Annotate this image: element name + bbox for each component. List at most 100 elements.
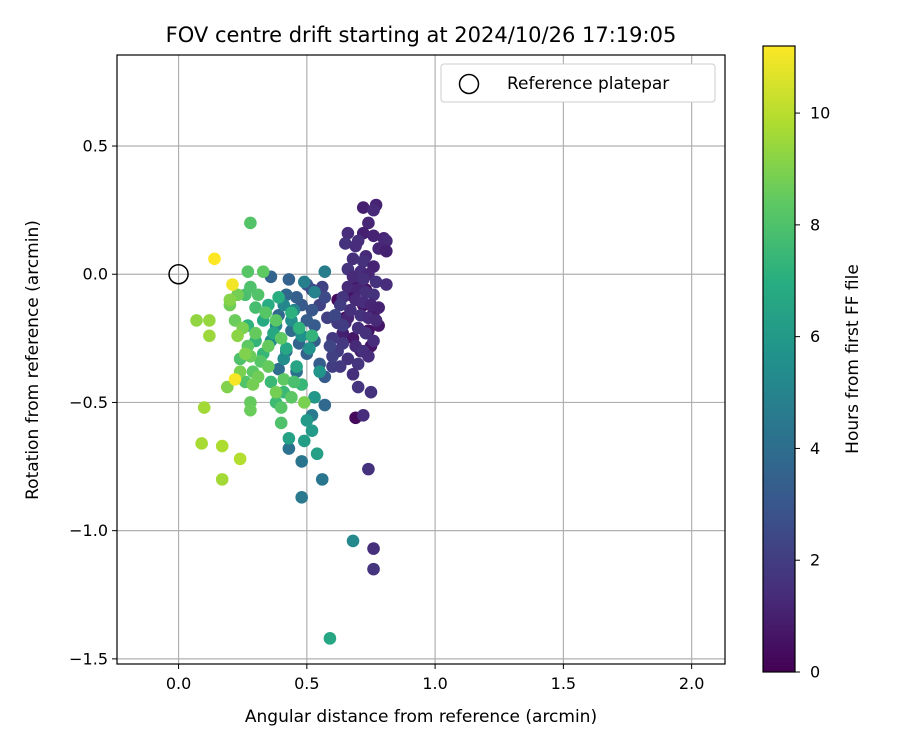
data-point — [274, 332, 288, 345]
data-point — [318, 291, 332, 304]
data-point — [305, 424, 319, 437]
data-point — [362, 349, 375, 363]
data-point — [246, 378, 260, 391]
data-point — [356, 408, 370, 422]
data-point — [351, 380, 365, 394]
data-point — [323, 339, 337, 353]
x-tick-label: 0.5 — [294, 674, 319, 693]
data-point — [351, 357, 365, 371]
plot-frame — [116, 54, 726, 665]
data-point — [282, 273, 296, 286]
y-tick-label: 0.0 — [83, 265, 108, 284]
data-point — [269, 385, 283, 399]
y-tick-label: −1.0 — [69, 521, 108, 540]
legend: Reference platepar — [440, 63, 716, 103]
data-point — [274, 416, 288, 430]
colorbar: 0 2 4 6 8 10 Hours from first FF file — [762, 45, 863, 682]
reference-marker — [168, 263, 189, 285]
data-point — [362, 462, 375, 476]
data-point — [297, 434, 311, 448]
data-point — [282, 442, 296, 455]
data-point — [274, 401, 288, 414]
y-tick-label: −1.5 — [69, 649, 108, 668]
data-point — [367, 562, 380, 576]
x-tick-label: 1.5 — [551, 674, 576, 693]
data-point — [290, 360, 303, 373]
data-point — [269, 314, 283, 327]
data-point — [259, 306, 273, 320]
data-point — [244, 216, 257, 230]
data-point — [369, 275, 383, 289]
data-point — [290, 291, 303, 304]
data-point — [262, 339, 275, 353]
colorbar-label: Hours from first FF file — [843, 264, 863, 454]
colorbar-tick-label: 0 — [810, 663, 820, 682]
x-tick-label: 1.0 — [422, 674, 447, 693]
data-point — [203, 314, 216, 327]
data-point — [249, 326, 262, 340]
data-point — [339, 237, 352, 250]
data-point — [228, 373, 242, 386]
data-point — [308, 285, 321, 299]
data-point — [323, 632, 337, 645]
y-tick-label: −0.5 — [69, 393, 108, 412]
data-point — [367, 229, 380, 243]
data-point — [226, 278, 239, 291]
data-point — [249, 301, 262, 314]
data-point — [238, 347, 252, 361]
colorbar-tick-label: 6 — [810, 327, 820, 346]
data-point — [346, 252, 360, 266]
data-point — [233, 452, 247, 466]
data-point — [349, 239, 362, 253]
colorbar-tick-label: 10 — [810, 104, 830, 123]
data-point — [241, 265, 255, 278]
data-point — [380, 278, 393, 291]
grid — [117, 55, 725, 664]
data-point — [356, 273, 370, 286]
chart-title: FOV centre drift starting at 2024/10/26 … — [166, 23, 677, 47]
data-point — [231, 329, 244, 343]
data-point — [308, 391, 321, 404]
x-axis-label: Angular distance from reference (arcmin) — [245, 707, 597, 727]
data-point — [215, 473, 229, 486]
data-point — [203, 329, 216, 343]
data-point — [295, 491, 309, 504]
data-point — [297, 275, 311, 289]
data-point — [356, 255, 370, 268]
data-point — [244, 280, 257, 294]
data-point — [356, 201, 370, 214]
data-point — [280, 342, 293, 355]
data-point — [228, 314, 242, 327]
data-point — [367, 288, 380, 302]
data-point — [344, 303, 357, 317]
data-point — [190, 314, 203, 327]
data-point — [326, 349, 339, 363]
x-tick-label: 0.0 — [166, 674, 191, 693]
y-axis-ticks: 0.5 0.0 −0.5 −1.0 −1.5 — [69, 137, 117, 668]
data-point — [264, 375, 278, 389]
data-point — [221, 380, 234, 394]
y-axis-label: Rotation from reference (arcmin) — [23, 220, 43, 500]
x-axis-ticks: 0.0 0.5 1.0 1.5 2.0 — [166, 664, 704, 693]
data-point — [359, 326, 373, 340]
data-point — [223, 293, 237, 307]
data-point — [341, 352, 355, 366]
data-point — [367, 542, 380, 555]
data-point — [346, 270, 360, 284]
data-point — [346, 367, 360, 381]
data-point — [292, 321, 306, 335]
data-point — [362, 216, 375, 230]
data-points — [190, 198, 393, 645]
data-point — [215, 439, 229, 453]
data-point — [195, 437, 208, 450]
data-point — [282, 432, 296, 445]
data-point — [336, 319, 350, 332]
x-tick-label: 2.0 — [679, 674, 704, 693]
data-point — [197, 401, 211, 414]
data-point — [367, 334, 380, 348]
data-point — [341, 280, 355, 294]
data-point — [328, 308, 342, 322]
data-point — [300, 314, 314, 327]
colorbar-ticks: 0 2 4 6 8 10 — [795, 104, 830, 682]
